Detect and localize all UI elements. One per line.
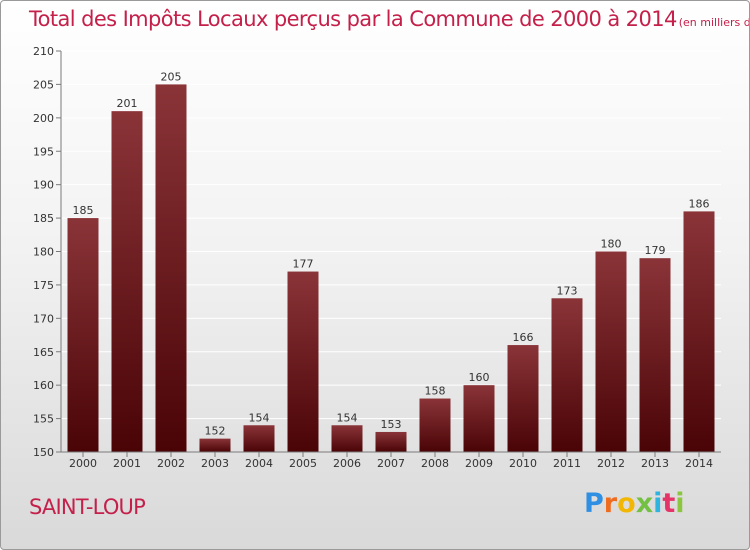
x-tick-label: 2006	[333, 457, 361, 470]
bar	[419, 398, 451, 452]
bar-value-label: 152	[205, 425, 226, 438]
y-tick-label: 195	[33, 145, 54, 158]
x-tick-label: 2011	[553, 457, 581, 470]
bar	[375, 431, 407, 452]
bar	[155, 84, 187, 453]
bar-value-label: 180	[601, 238, 622, 251]
logo-letter: P	[584, 488, 604, 519]
y-tick-label: 190	[33, 179, 54, 192]
bar-value-label: 186	[689, 197, 710, 210]
logo-letter: o	[617, 488, 636, 519]
bar	[243, 425, 275, 452]
x-tick-label: 2014	[685, 457, 713, 470]
chart-title-text: Total des Impôts Locaux perçus par la Co…	[29, 7, 677, 31]
y-tick-label: 180	[33, 246, 54, 259]
bar	[683, 211, 715, 452]
bar-value-label: 160	[469, 371, 490, 384]
x-tick-label: 2000	[69, 457, 97, 470]
y-tick-label: 160	[33, 379, 54, 392]
bar-value-label: 154	[249, 411, 270, 424]
bar	[199, 438, 231, 452]
bar	[595, 251, 627, 452]
x-tick-label: 2013	[641, 457, 669, 470]
bar	[507, 345, 539, 452]
bar-value-label: 158	[425, 385, 446, 398]
y-tick-label: 210	[33, 45, 54, 58]
bar	[287, 271, 319, 452]
logo-letter: t	[662, 488, 676, 519]
y-tick-label: 155	[33, 413, 54, 426]
x-tick-label: 2009	[465, 457, 493, 470]
x-tick-label: 2010	[509, 457, 537, 470]
y-tick-label: 205	[33, 78, 54, 91]
bar-value-label: 179	[645, 244, 666, 257]
x-tick-label: 2003	[201, 457, 229, 470]
bar-value-label: 166	[513, 331, 534, 344]
bar-value-label: 177	[293, 258, 314, 271]
y-tick-label: 200	[33, 112, 54, 125]
chart-title-unit: (en milliers d'€)	[678, 16, 749, 29]
chart-title: Total des Impôts Locaux perçus par la Co…	[29, 7, 749, 31]
x-tick-label: 2008	[421, 457, 449, 470]
bar-value-label: 185	[73, 204, 94, 217]
bar	[639, 258, 671, 452]
bar-value-label: 154	[337, 411, 358, 424]
logo-letter: x	[635, 488, 654, 519]
y-tick-label: 165	[33, 346, 54, 359]
x-tick-label: 2005	[289, 457, 317, 470]
y-tick-label: 150	[33, 446, 54, 459]
commune-name: SAINT-LOUP	[29, 495, 146, 519]
bar-value-label: 205	[161, 70, 182, 83]
logo-letter: i	[653, 488, 663, 519]
x-tick-label: 2012	[597, 457, 625, 470]
x-tick-label: 2007	[377, 457, 405, 470]
x-tick-label: 2004	[245, 457, 273, 470]
y-tick-label: 175	[33, 279, 54, 292]
bar-value-label: 201	[117, 97, 138, 110]
y-tick-label: 185	[33, 212, 54, 225]
bar	[331, 425, 363, 452]
bar	[551, 298, 583, 452]
x-tick-label: 2002	[157, 457, 185, 470]
bar-value-label: 153	[381, 418, 402, 431]
logo-letter: i	[675, 488, 685, 519]
logo-letter: r	[603, 488, 618, 519]
bar	[463, 385, 495, 452]
bar-value-label: 173	[557, 284, 578, 297]
bar	[111, 111, 143, 453]
proxiti-logo: Proxiti	[584, 488, 685, 519]
y-tick-label: 170	[33, 312, 54, 325]
bar	[67, 218, 99, 452]
x-tick-label: 2001	[113, 457, 141, 470]
